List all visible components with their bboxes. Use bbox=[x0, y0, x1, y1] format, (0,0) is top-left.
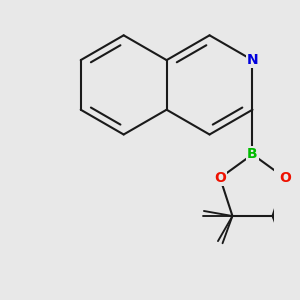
Text: B: B bbox=[247, 147, 258, 161]
Text: N: N bbox=[247, 53, 258, 67]
Text: O: O bbox=[279, 171, 291, 185]
Text: O: O bbox=[214, 171, 226, 185]
